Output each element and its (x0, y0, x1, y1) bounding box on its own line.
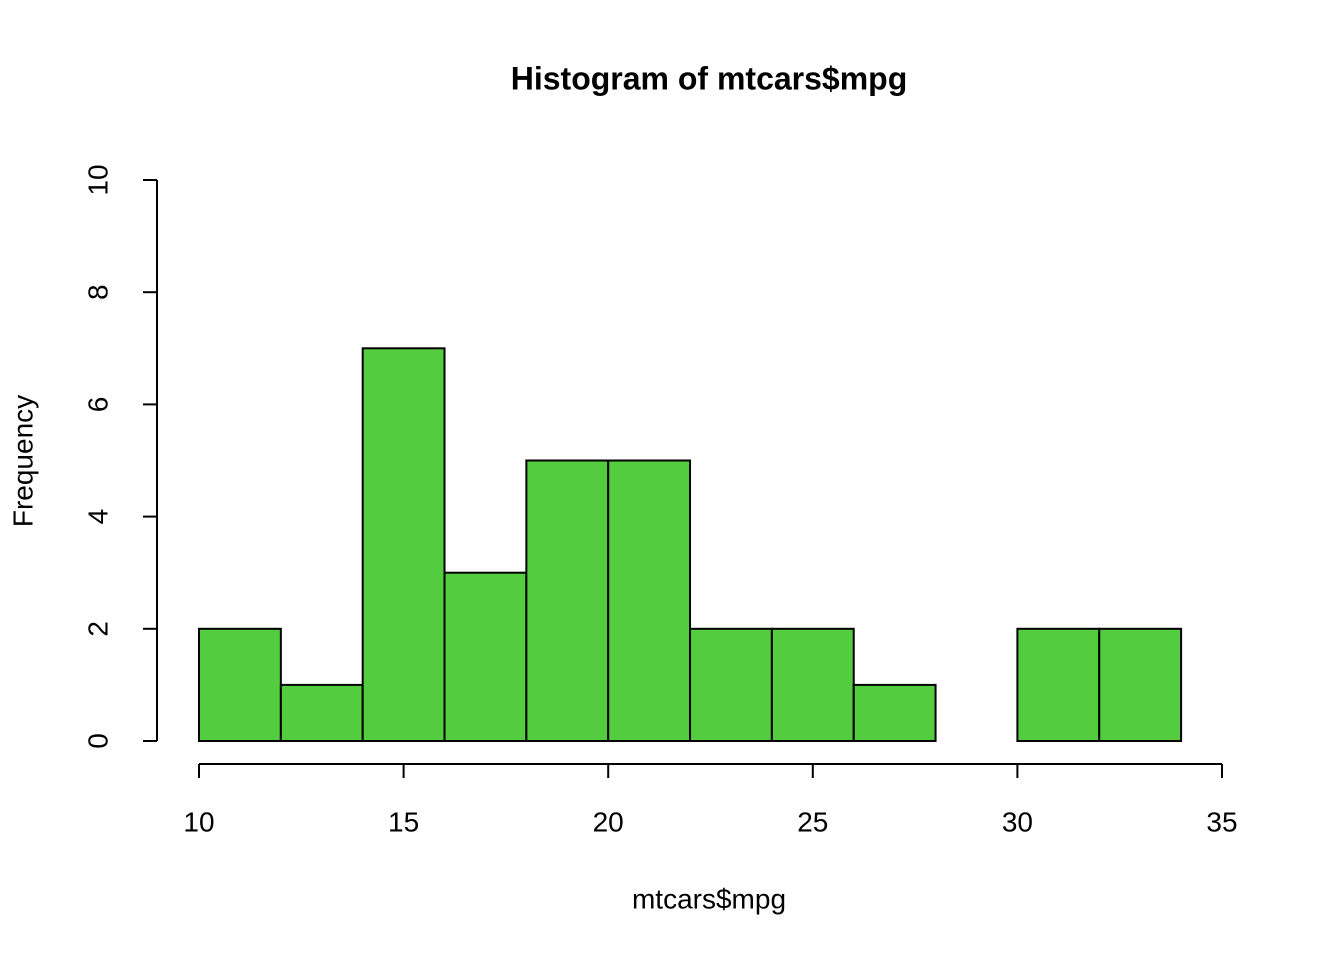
y-tick-label: 4 (82, 509, 113, 525)
x-tick-label: 10 (183, 806, 214, 837)
y-tick-label: 8 (82, 284, 113, 300)
y-tick-label: 0 (82, 733, 113, 749)
bar (443, 571, 528, 743)
bar (525, 459, 610, 742)
x-tick-label: 20 (593, 806, 624, 837)
bar (279, 683, 364, 743)
y-tick-label: 10 (82, 164, 113, 195)
y-tick-label: 2 (82, 621, 113, 637)
chart-title: Histogram of mtcars$mpg (511, 60, 908, 96)
bar (198, 627, 282, 742)
y-tick-label: 6 (82, 397, 113, 413)
bar (607, 459, 692, 742)
bar (361, 347, 446, 742)
y-axis-label: Frequency (7, 395, 38, 527)
x-tick-label: 30 (1002, 806, 1033, 837)
bar (852, 683, 937, 743)
x-tick-label: 25 (797, 806, 828, 837)
x-tick-label: 15 (388, 806, 419, 837)
x-tick-label: 35 (1206, 806, 1237, 837)
bar (770, 627, 855, 742)
bar (1098, 627, 1183, 742)
bar (1016, 627, 1101, 742)
bar (689, 627, 773, 742)
x-axis-label: mtcars$mpg (632, 883, 786, 914)
